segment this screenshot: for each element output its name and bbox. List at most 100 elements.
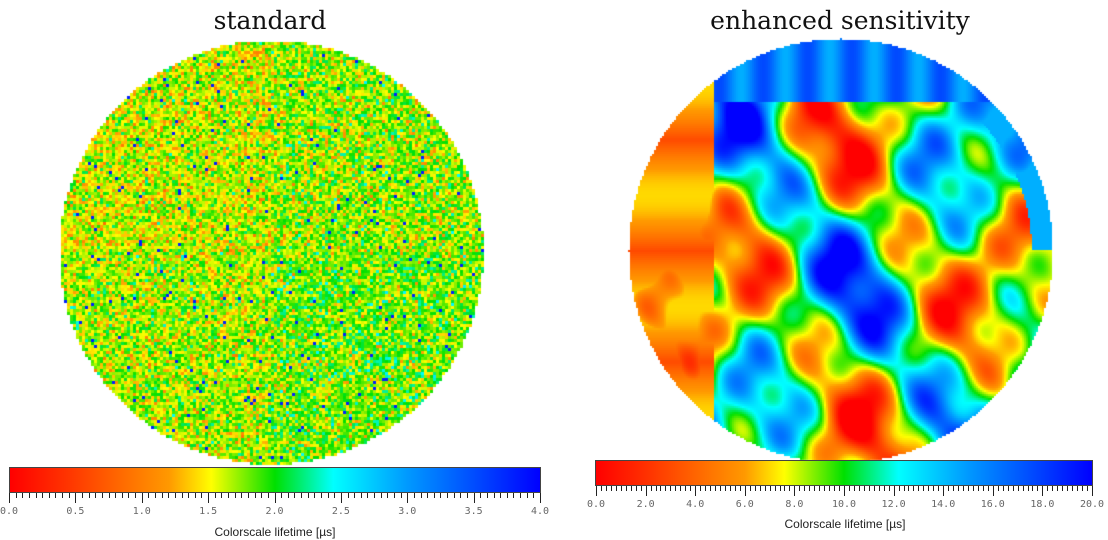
left-colorbar-axis: 0.0 0.5 1.0 1.5 2.0 2.5 3.0 3.5 4.0 bbox=[0, 493, 549, 523]
minor-tick bbox=[997, 486, 999, 491]
minor-tick bbox=[968, 486, 969, 491]
minor-tick bbox=[22, 493, 24, 498]
minor-tick bbox=[453, 493, 455, 498]
tick-label: 2.0 bbox=[636, 499, 655, 510]
minor-tick bbox=[447, 493, 449, 498]
minor-tick bbox=[1047, 486, 1049, 491]
minor-tick bbox=[413, 493, 415, 498]
minor-tick bbox=[48, 493, 50, 498]
minor-tick bbox=[958, 486, 960, 491]
minor-tick bbox=[675, 486, 677, 491]
minor-tick bbox=[201, 493, 203, 498]
minor-tick bbox=[605, 486, 607, 491]
minor-tick bbox=[42, 493, 44, 498]
minor-tick bbox=[625, 486, 627, 491]
minor-tick bbox=[221, 493, 223, 498]
minor-tick bbox=[135, 493, 137, 498]
minor-tick bbox=[898, 486, 900, 491]
minor-tick bbox=[460, 493, 462, 498]
minor-tick bbox=[228, 493, 230, 498]
minor-tick bbox=[873, 486, 875, 491]
minor-tick bbox=[360, 493, 362, 498]
minor-tick bbox=[938, 486, 940, 491]
major-tick bbox=[340, 493, 342, 503]
minor-tick bbox=[918, 486, 920, 491]
minor-tick bbox=[287, 493, 289, 498]
minor-tick bbox=[1037, 486, 1039, 491]
minor-tick bbox=[181, 493, 183, 498]
minor-tick bbox=[393, 493, 395, 498]
minor-tick bbox=[1072, 486, 1074, 491]
minor-tick bbox=[710, 486, 712, 491]
minor-tick bbox=[863, 486, 865, 491]
minor-tick bbox=[387, 493, 389, 498]
minor-tick bbox=[665, 486, 667, 491]
minor-tick bbox=[987, 486, 989, 491]
tick-label: 16.0 bbox=[980, 499, 1005, 510]
minor-tick bbox=[759, 486, 761, 491]
minor-tick bbox=[241, 493, 243, 498]
minor-tick bbox=[888, 486, 890, 491]
minor-tick bbox=[247, 493, 249, 498]
minor-tick bbox=[174, 493, 176, 498]
minor-tick bbox=[913, 486, 915, 491]
minor-tick bbox=[194, 493, 196, 498]
minor-tick bbox=[809, 486, 811, 491]
minor-tick bbox=[928, 486, 930, 491]
minor-tick bbox=[155, 493, 157, 498]
minor-tick bbox=[1012, 486, 1014, 491]
minor-tick bbox=[128, 493, 130, 498]
tick-label: 10.0 bbox=[831, 499, 857, 510]
minor-tick bbox=[1052, 486, 1054, 491]
minor-tick bbox=[779, 486, 781, 491]
minor-tick bbox=[513, 493, 515, 498]
minor-tick bbox=[1002, 486, 1004, 491]
minor-tick bbox=[15, 493, 17, 498]
minor-tick bbox=[62, 493, 64, 498]
minor-tick bbox=[493, 493, 495, 498]
left-colorbar bbox=[9, 467, 541, 493]
minor-tick bbox=[972, 486, 974, 491]
tick-label: 1.0 bbox=[132, 506, 151, 517]
minor-tick bbox=[506, 493, 508, 498]
minor-tick bbox=[734, 486, 736, 491]
tick-label: 4.0 bbox=[530, 506, 550, 517]
minor-tick bbox=[1027, 486, 1029, 491]
minor-tick bbox=[161, 493, 163, 498]
minor-tick bbox=[101, 493, 103, 498]
minor-tick bbox=[655, 486, 657, 491]
minor-tick bbox=[466, 493, 468, 498]
major-tick bbox=[274, 493, 276, 503]
minor-tick bbox=[307, 493, 309, 498]
minor-tick bbox=[789, 486, 791, 491]
minor-tick bbox=[121, 493, 123, 498]
minor-tick bbox=[834, 486, 836, 491]
minor-tick bbox=[1032, 486, 1034, 491]
minor-tick bbox=[500, 493, 502, 498]
major-tick bbox=[75, 493, 77, 503]
minor-tick bbox=[1087, 486, 1089, 491]
minor-tick bbox=[903, 486, 905, 491]
minor-tick bbox=[739, 486, 741, 491]
minor-tick bbox=[700, 486, 702, 491]
major-tick bbox=[645, 486, 647, 496]
minor-tick bbox=[705, 486, 707, 491]
major-tick bbox=[407, 493, 409, 503]
right-colorbar bbox=[595, 460, 1093, 486]
major-tick bbox=[943, 486, 945, 496]
minor-tick bbox=[334, 493, 336, 498]
tick-label: 4.0 bbox=[686, 499, 705, 510]
minor-tick bbox=[824, 486, 826, 491]
minor-tick bbox=[749, 486, 751, 491]
minor-tick bbox=[367, 493, 369, 498]
minor-tick bbox=[480, 493, 482, 498]
minor-tick bbox=[320, 493, 322, 498]
minor-tick bbox=[963, 486, 965, 491]
major-tick bbox=[893, 486, 895, 496]
major-tick bbox=[794, 486, 796, 496]
minor-tick bbox=[690, 486, 692, 491]
minor-tick bbox=[1062, 486, 1064, 491]
minor-tick bbox=[784, 486, 786, 491]
minor-tick bbox=[799, 486, 801, 491]
tick-label: 3.5 bbox=[464, 506, 483, 517]
